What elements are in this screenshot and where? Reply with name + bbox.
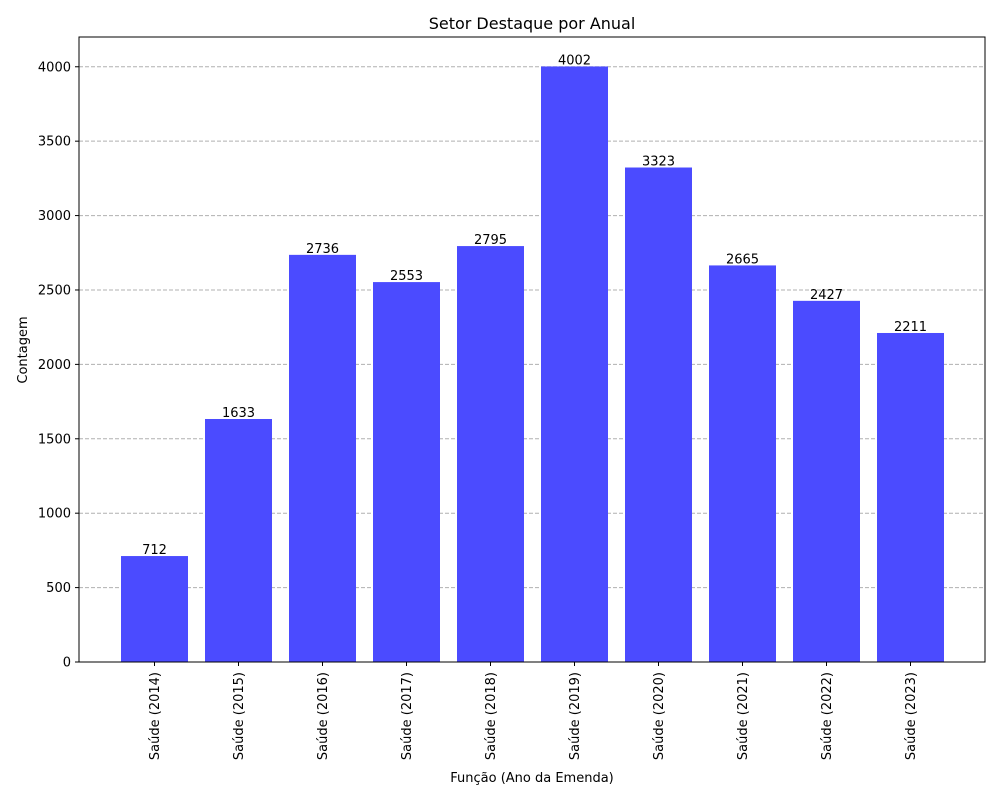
y-tick-label: 500 <box>46 581 71 596</box>
bars-layer <box>121 66 944 662</box>
y-tick-label: 2000 <box>38 358 71 373</box>
chart-title: Setor Destaque por Anual <box>429 14 636 33</box>
bar-value-label: 2553 <box>390 269 423 284</box>
y-tick-label: 1000 <box>38 507 71 522</box>
bar <box>709 265 776 662</box>
bar <box>625 167 692 662</box>
bar <box>793 300 860 662</box>
bar-value-label: 2736 <box>306 242 339 257</box>
data-labels-layer: 712 1633 2736 2553 2795 4002 3323 2665 2427 2211 <box>142 53 927 558</box>
x-tick-label: Saúde (2022) <box>820 672 835 760</box>
y-tick-label: 1500 <box>38 432 71 447</box>
bar <box>877 332 944 662</box>
y-tick-label: 0 <box>63 656 71 671</box>
y-tick-label: 3500 <box>38 135 71 150</box>
x-axis-label: Função (Ano da Emenda) <box>450 771 614 786</box>
bar-value-label: 2427 <box>810 288 843 303</box>
x-tick-label: Saúde (2023) <box>904 672 919 760</box>
x-tick-label: Saúde (2018) <box>484 672 499 760</box>
x-tick-label: Saúde (2021) <box>736 672 751 760</box>
bar <box>373 282 440 662</box>
bar <box>289 254 356 662</box>
y-axis-label: Contagem <box>16 316 31 383</box>
plot-frame <box>78 36 986 663</box>
bar-value-label: 4002 <box>558 53 591 68</box>
bar-value-label: 712 <box>142 543 167 558</box>
bar <box>457 246 524 662</box>
bar <box>541 66 608 662</box>
bar-value-label: 3323 <box>642 155 675 170</box>
bar-value-label: 2665 <box>726 252 759 267</box>
bar-value-label: 1633 <box>222 406 255 421</box>
bar-value-label: 2211 <box>894 320 927 335</box>
x-ticks-layer: Saúde (2014) Saúde (2015) Saúde (2016) Saúd… <box>148 662 919 760</box>
y-ticks-layer: 0 500 1000 1500 2000 2500 3000 3500 4000 <box>38 60 79 671</box>
x-tick-label: Saúde (2016) <box>316 672 331 760</box>
bar <box>205 418 272 662</box>
y-tick-label: 3000 <box>38 209 71 224</box>
y-tick-label: 2500 <box>38 283 71 298</box>
bar <box>121 556 188 662</box>
bar-value-label: 2795 <box>474 233 507 248</box>
x-tick-label: Saúde (2015) <box>232 672 247 760</box>
x-tick-label: Saúde (2017) <box>400 672 415 760</box>
x-tick-label: Saúde (2014) <box>148 672 163 760</box>
x-tick-label: Saúde (2019) <box>568 672 583 760</box>
y-tick-label: 4000 <box>38 60 71 75</box>
x-tick-label: Saúde (2020) <box>652 672 667 760</box>
